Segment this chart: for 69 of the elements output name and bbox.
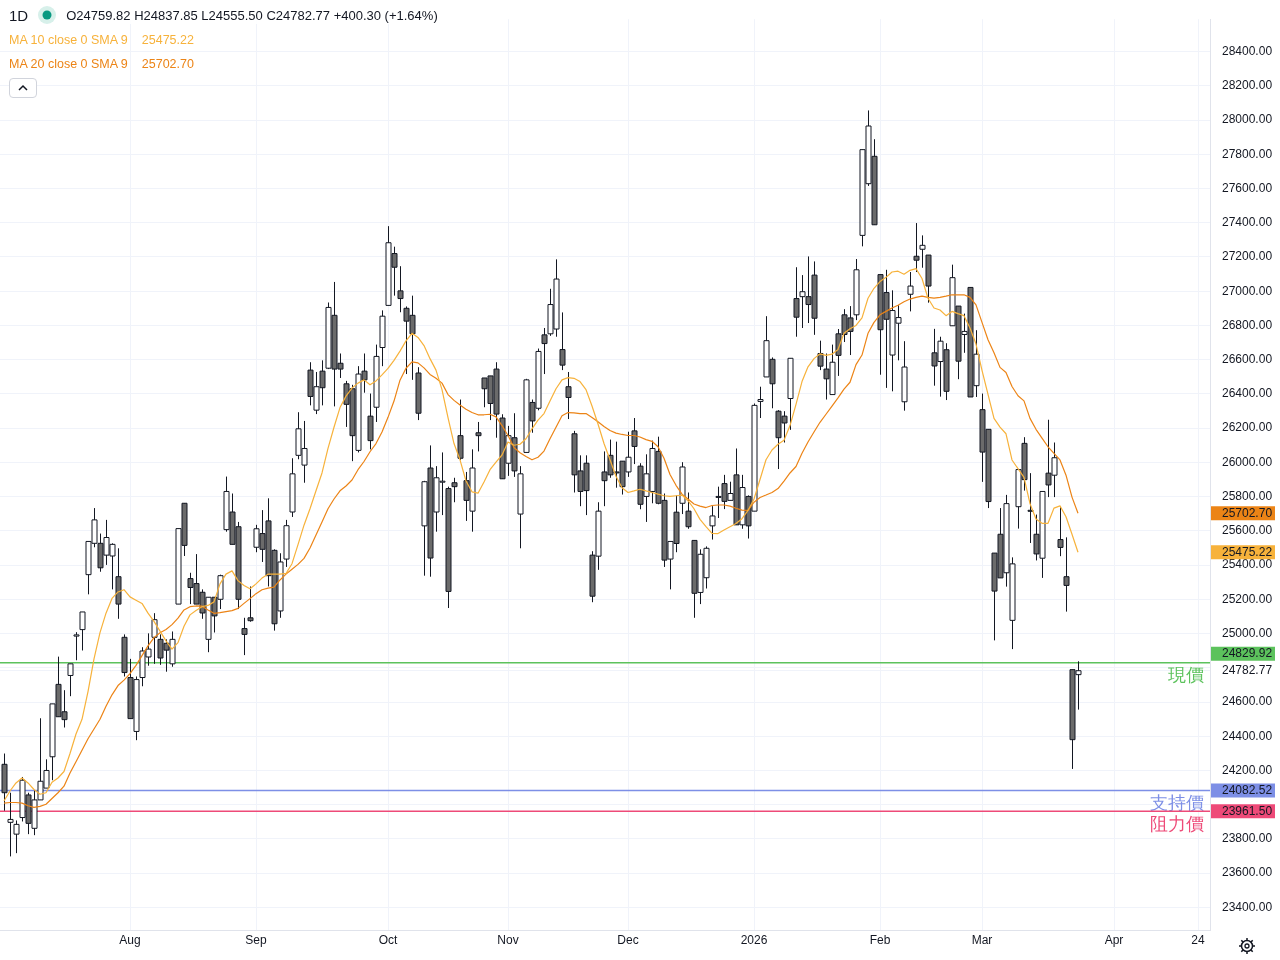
candlestick <box>1057 506 1064 557</box>
ref-line-label: 阻力價 <box>1150 812 1204 834</box>
candlestick <box>631 417 638 465</box>
y-tick-label: 27400.00 <box>1222 215 1273 230</box>
y-tick-label: 24400.00 <box>1222 728 1273 743</box>
text: 24829.92 <box>1222 646 1273 661</box>
x-tick-label: Nov <box>497 932 519 947</box>
y-tick-label: 26400.00 <box>1222 386 1273 401</box>
y-tick-label: 25600.00 <box>1222 523 1273 538</box>
y-tick-label: 28000.00 <box>1222 112 1273 127</box>
y-tick-label: 24782.77 <box>1222 663 1273 678</box>
x-tick-label: Dec <box>617 932 639 947</box>
candlestick <box>475 421 482 452</box>
candlestick <box>67 663 74 697</box>
candlestick <box>241 617 248 656</box>
ref-line-label: 支持價 <box>1150 792 1204 814</box>
text: 24082.52 <box>1222 782 1273 797</box>
x-tick-label: Apr <box>1104 932 1124 947</box>
y-tick-label: 27800.00 <box>1222 146 1273 161</box>
y-tick-label: 25800.00 <box>1222 488 1273 503</box>
candlestick <box>919 234 926 269</box>
candlestick <box>73 631 80 661</box>
text: MA 10 close 0 SMA 9 <box>9 33 128 47</box>
x-tick-label: Aug <box>119 932 141 947</box>
candlestick <box>559 311 566 371</box>
x-tick-label: Mar <box>971 932 993 947</box>
y-tick-label: 26000.00 <box>1222 454 1273 469</box>
y-tick-label: 27200.00 <box>1222 249 1273 264</box>
x-tick-label: 24 <box>1191 932 1205 947</box>
y-tick-label: 28400.00 <box>1222 43 1273 58</box>
candlestick <box>79 611 86 651</box>
candlestick <box>247 585 254 623</box>
y-tick-label: 26600.00 <box>1222 351 1273 366</box>
candlestick <box>709 505 716 541</box>
text: 23961.50 <box>1222 803 1273 818</box>
ref-line-label: 現價 <box>1168 664 1204 686</box>
candlestick <box>397 265 404 313</box>
annotation: 25702.70 <box>141 57 194 71</box>
y-tick-label: 28200.00 <box>1222 78 1273 93</box>
y-tick-label: 26200.00 <box>1222 420 1273 435</box>
y-tick-label: 27600.00 <box>1222 180 1273 195</box>
y-tick-label: 25200.00 <box>1222 591 1273 606</box>
candlestick <box>1027 472 1034 544</box>
y-tick-label: 25000.00 <box>1222 625 1273 640</box>
chart-subtitle: O24759.82 H24837.85 L24555.50 C24782.77 +400.30 (+1.64%) <box>66 7 438 23</box>
candlestick <box>913 222 920 273</box>
text: 25702.70 <box>1222 505 1273 520</box>
candlestick <box>907 271 914 312</box>
text: MA 20 close 0 SMA 9 <box>9 57 128 71</box>
annotation: 25475.22 <box>141 33 194 47</box>
candlestick <box>1063 536 1070 613</box>
y-tick-label: 27000.00 <box>1222 283 1273 298</box>
text: 25475.22 <box>1222 544 1273 559</box>
y-tick-label: 23800.00 <box>1222 831 1273 846</box>
x-tick-label: 2026 <box>740 932 768 947</box>
candlestick <box>457 399 464 461</box>
y-tick-label: 24200.00 <box>1222 762 1273 777</box>
x-tick-label: Oct <box>378 932 398 947</box>
candlestick <box>565 371 572 420</box>
y-tick-label: 26800.00 <box>1222 317 1273 332</box>
y-tick-label: 25400.00 <box>1222 557 1273 572</box>
chart-title: 1D <box>9 6 29 24</box>
x-tick-label: Feb <box>869 932 891 947</box>
y-tick-label: 23400.00 <box>1222 899 1273 914</box>
candlestick <box>757 386 764 419</box>
candlestick <box>685 491 692 530</box>
x-tick-label: Sep <box>245 932 267 947</box>
y-tick-label: 24600.00 <box>1222 694 1273 709</box>
y-tick-label: 23600.00 <box>1222 865 1273 880</box>
